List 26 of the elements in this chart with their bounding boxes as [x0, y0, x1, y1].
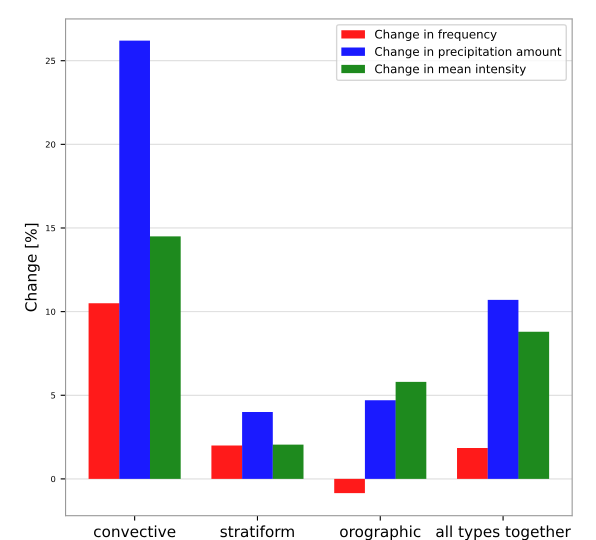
bar: [88, 303, 120, 479]
bar: [242, 412, 273, 479]
x-tick-label: convective: [94, 525, 176, 538]
bar: [488, 300, 518, 479]
y-tick-label: 25: [46, 58, 56, 64]
x-tick-label: all types together: [436, 525, 571, 540]
y-tick-label: 20: [46, 141, 56, 148]
legend-label: Change in frequency: [375, 30, 497, 41]
y-tick-label: 0: [51, 476, 56, 482]
y-tick-label: 15: [46, 225, 56, 232]
bar: [457, 448, 488, 479]
x-tick-label: orographic: [340, 525, 420, 540]
bar: [150, 236, 181, 479]
y-tick-label: 5: [51, 392, 56, 399]
legend-label: Change in precipitation amount: [375, 46, 562, 58]
bar: [272, 444, 304, 479]
y-tick-label: 10: [46, 308, 56, 315]
bar: [396, 382, 426, 479]
bar: [119, 40, 150, 479]
legend-label: Change in mean intensity: [375, 64, 526, 76]
y-axis-title: Change [%]: [24, 224, 40, 312]
bar: [518, 332, 550, 479]
bar: [334, 478, 365, 494]
bar: [211, 445, 242, 479]
bar: [364, 400, 396, 479]
x-tick-label: stratiform: [220, 525, 294, 538]
